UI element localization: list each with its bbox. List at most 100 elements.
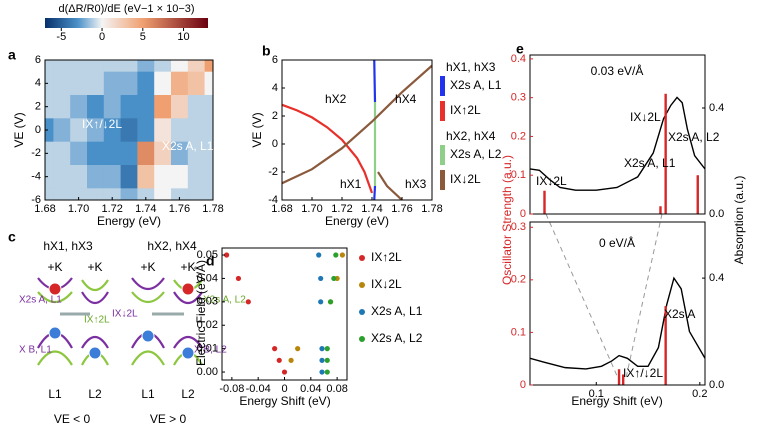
- band: [131, 291, 165, 304]
- heatmap-cell: [120, 95, 138, 119]
- state-label: X B, L1: [19, 345, 52, 356]
- y-tick-label: 0.05: [197, 249, 218, 261]
- y-tick-label: 0.03: [197, 296, 218, 308]
- diagram-title: hX2, hX4: [147, 239, 197, 253]
- heatmap-cell: [120, 71, 138, 96]
- scatter-point: [281, 369, 288, 375]
- y-tick-label: 0.02: [197, 319, 218, 331]
- heatmap-cell: [187, 118, 206, 143]
- y-tick-label: 4: [35, 77, 41, 89]
- scatter-point: [324, 346, 330, 352]
- x-tick-label: 1.72: [331, 203, 352, 215]
- y-tick-label: 0.3: [511, 221, 526, 233]
- heatmap-cell: [187, 141, 206, 166]
- chart: -0.08 -0.04 0 0.04 0.08 0.00 0.01 0.02 0.03 0.04 0…: [193, 247, 423, 408]
- heatmap-cell: [171, 141, 189, 166]
- y-tick-label: 0.00: [197, 366, 218, 378]
- heatmap-cell: [103, 95, 122, 119]
- stick: [664, 93, 667, 214]
- x-axis-label: Energy (eV): [325, 214, 389, 228]
- heatmap-cell: [87, 188, 105, 200]
- band: [173, 291, 203, 305]
- scatter-point: [245, 299, 251, 305]
- x-tick-label: 1.72: [101, 203, 122, 215]
- heatmap-cell: [171, 71, 189, 96]
- heatmap-cell: [103, 165, 122, 189]
- y-tick-label: 0: [35, 124, 41, 136]
- stick: [621, 374, 625, 385]
- y-tick-label: 2: [272, 110, 278, 122]
- heatmap-cell: [154, 95, 172, 119]
- series-line: [530, 276, 705, 370]
- chart: 0.1 0.2 0 0.1 0.2 0.3 0.0 0.4 Energy Shift (eV) 0…: [511, 221, 725, 408]
- band: [173, 335, 203, 349]
- heatmap-cell: [103, 141, 122, 166]
- chart: 1.68 1.70 1.72 1.74 1.76 1.78 -4 -2 0 2 4 6 Energy (…: [250, 54, 502, 228]
- heatmap-cell: [87, 141, 105, 166]
- layer-label: L1: [141, 387, 155, 401]
- y-tick-label: -2: [31, 147, 41, 159]
- chart: -5 0 5 10 d(ΔR/R0)/dE (eV−1 × 10−3) 1.68 1.70 1…: [12, 3, 230, 228]
- heatmap-cell: [204, 95, 213, 119]
- scatter-point: [331, 275, 337, 282]
- x-tick-label: 1.68: [271, 203, 292, 215]
- scatter-point: [235, 275, 242, 282]
- series-line: [530, 96, 705, 191]
- heatmap-cell: [137, 95, 155, 119]
- stick: [659, 206, 662, 214]
- heatmap-cell: [53, 71, 71, 96]
- annotation: X2s A: [664, 307, 695, 321]
- band: [131, 277, 165, 291]
- annotation: X2s A, L2: [668, 130, 720, 144]
- x-tick-label: 0.08: [326, 383, 347, 395]
- x-tick-label: 1.70: [68, 203, 89, 215]
- x-axis-label: Energy Shift (eV): [239, 394, 330, 408]
- scatter-point: [339, 252, 345, 258]
- heatmap-cell: [53, 118, 71, 143]
- heatmap-cell: [204, 188, 213, 200]
- y-tick-label: 0.1: [511, 169, 526, 181]
- legend-label: IX↑2L: [450, 103, 481, 117]
- scatter-point: [318, 275, 324, 282]
- series-line: [373, 60, 377, 200]
- y-tick-label: 0.2: [511, 274, 526, 286]
- y2-tick-label: 0.4: [709, 102, 724, 114]
- heatmap-cell: [154, 165, 172, 189]
- stick: [664, 306, 667, 385]
- x-tick-label: 0.2: [692, 388, 707, 400]
- scatter-point: [224, 252, 230, 258]
- annotation: X2s A, L1/L2: [162, 139, 230, 153]
- heatmap-cell: [187, 188, 206, 200]
- band: [131, 350, 165, 366]
- scatter-point: [327, 299, 334, 305]
- y2-tick-label: 0.0: [709, 208, 724, 220]
- heatmap-cell: [70, 60, 88, 73]
- plot-frame: [529, 54, 706, 215]
- y-tick-label: 0: [520, 208, 526, 220]
- plot-area: [530, 276, 705, 385]
- heatmap-cell: [154, 60, 172, 73]
- chart: 0 0.1 0.2 0.3 0.4 0.0 0.4 Oscillator Strength (…: [500, 53, 746, 285]
- heatmap-cell: [204, 141, 213, 166]
- plot-area: [45, 60, 213, 200]
- layer-label: L1: [48, 387, 62, 401]
- y-tick-label: 4: [272, 82, 278, 94]
- y-tick-label: -4: [31, 171, 41, 183]
- colorbar-tick-label: 0: [99, 31, 105, 43]
- scatter-point: [333, 252, 339, 258]
- heatmap-cell: [70, 141, 88, 166]
- panel-label: a: [8, 47, 16, 63]
- guide-line: [625, 213, 663, 379]
- legend-marker: [359, 282, 365, 288]
- heatmap-cell: [204, 118, 213, 143]
- y2-axis-label: Absorption (a.u.): [732, 176, 746, 265]
- heatmap-cell: [154, 71, 172, 96]
- y-tick-label: 0.4: [511, 53, 526, 65]
- heatmap-cell: [154, 188, 172, 200]
- y-tick-label: 0.01: [197, 343, 218, 355]
- stick: [696, 175, 699, 214]
- plot-area: [530, 93, 705, 214]
- plot-frame: [281, 59, 433, 201]
- legend-label: X2s A, L1: [371, 304, 423, 318]
